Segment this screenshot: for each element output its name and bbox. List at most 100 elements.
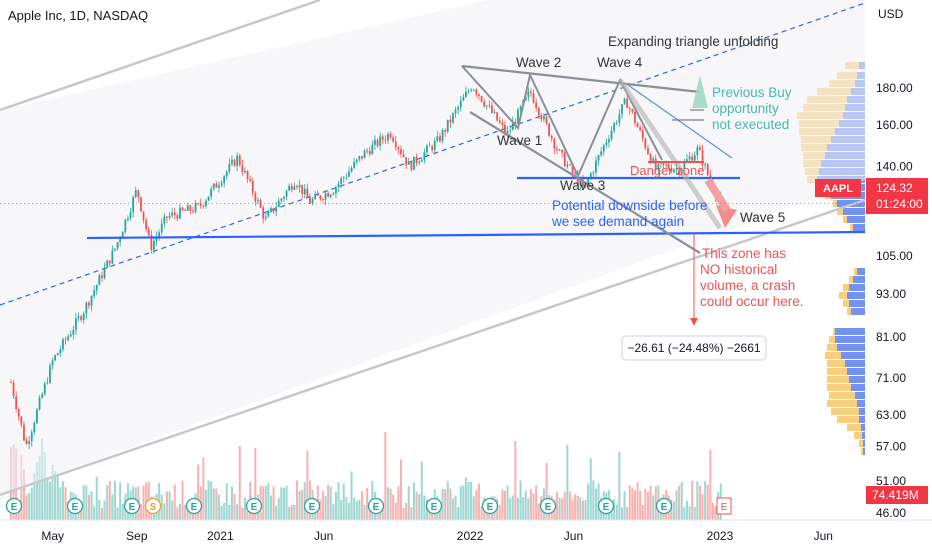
candle [670, 163, 673, 174]
earnings-marker[interactable]: E [5, 497, 23, 515]
measure-label: −26.61 (−24.48%) −2661 [627, 341, 760, 355]
volume-bar [381, 502, 384, 520]
volume-bar [501, 489, 504, 520]
candle [561, 149, 564, 158]
candle [225, 170, 228, 180]
candle [394, 136, 397, 151]
candle [548, 122, 551, 138]
volume-bar [407, 486, 410, 520]
profile-bar-blue [841, 352, 865, 359]
volume-bar [178, 503, 181, 520]
candle [462, 93, 465, 101]
candle [407, 157, 410, 165]
svg-text:E: E [431, 502, 438, 513]
earnings-marker[interactable]: E [655, 497, 673, 515]
candle [254, 191, 257, 206]
candle [699, 144, 701, 151]
volume-bar [410, 507, 413, 520]
candle [316, 190, 319, 196]
svg-text:E: E [191, 502, 198, 513]
earnings-marker[interactable]: E [123, 497, 141, 515]
earnings-marker[interactable]: E [481, 497, 499, 515]
profile-bar-blue [859, 408, 865, 415]
volume-bar [186, 504, 189, 520]
candle [36, 407, 38, 424]
down-arrow-shaft [704, 177, 731, 213]
volume-bar [386, 487, 389, 520]
volume-bar [51, 464, 54, 520]
volume-bar [418, 494, 421, 520]
candle [116, 241, 119, 251]
svg-text:E: E [721, 502, 728, 513]
candle [566, 160, 569, 169]
candle [527, 87, 530, 102]
volume-bar [615, 504, 618, 520]
earnings-marker[interactable]: E [425, 497, 443, 515]
profile-bar-blue [835, 328, 865, 335]
time-axis-bg [0, 520, 932, 550]
price-tick: 93.00 [876, 287, 906, 301]
candle [181, 206, 184, 212]
volume-bar [87, 494, 90, 520]
candle [467, 88, 470, 94]
candle [137, 189, 140, 203]
candle [106, 259, 109, 268]
volume-bar [212, 488, 215, 520]
profile-bar-yellow [843, 284, 849, 291]
profile-bar-blue [843, 208, 865, 215]
down-arrow-head [716, 205, 737, 228]
candle [410, 160, 413, 172]
profile-bar-blue [853, 276, 865, 283]
candle [363, 148, 366, 159]
chart-title: Apple Inc, 1D, NASDAQ [8, 8, 149, 23]
earnings-marker[interactable]: E [66, 497, 84, 515]
split-marker[interactable]: S [144, 497, 162, 515]
profile-bar-blue [851, 384, 865, 391]
volume-bar [264, 485, 267, 520]
future-earnings-marker[interactable]: E [716, 497, 732, 515]
profile-bar-yellow [827, 400, 857, 407]
candle [389, 131, 392, 140]
profile-bar-blue [861, 424, 865, 431]
candle [124, 218, 127, 235]
earnings-marker[interactable]: E [597, 497, 615, 515]
candle [43, 381, 46, 397]
candle [379, 132, 382, 151]
volume-bar [613, 498, 616, 520]
candle [264, 211, 267, 221]
wave1-label: Wave 1 [497, 133, 542, 148]
candle [667, 161, 670, 171]
volume-bar [670, 499, 673, 520]
candle [205, 198, 207, 209]
candle [111, 245, 114, 265]
volume-bar [295, 480, 298, 520]
volume-bar [441, 488, 444, 520]
earnings-marker[interactable]: E [185, 497, 203, 515]
volume-bar [210, 481, 213, 520]
candle [613, 121, 616, 134]
candle [418, 160, 421, 166]
profile-bar-yellow [829, 336, 835, 343]
volume-bar [706, 484, 709, 520]
volume-bar [67, 501, 70, 520]
time-tick: 2022 [457, 529, 484, 543]
candle [496, 111, 499, 122]
candle [77, 312, 80, 322]
earnings-marker[interactable]: E [245, 497, 263, 515]
candle [465, 86, 467, 98]
earnings-marker[interactable]: E [539, 497, 557, 515]
candle [155, 231, 158, 247]
volume-bar [106, 485, 109, 520]
candle [56, 352, 59, 356]
volume-bar [223, 502, 226, 520]
candle [158, 229, 161, 241]
earnings-marker[interactable]: E [367, 497, 385, 515]
candle [501, 118, 504, 130]
volume-bar [503, 490, 506, 520]
earnings-marker[interactable]: E [303, 497, 321, 515]
volume-bar [594, 488, 597, 520]
candle [147, 226, 150, 238]
volume-bar [392, 494, 395, 520]
